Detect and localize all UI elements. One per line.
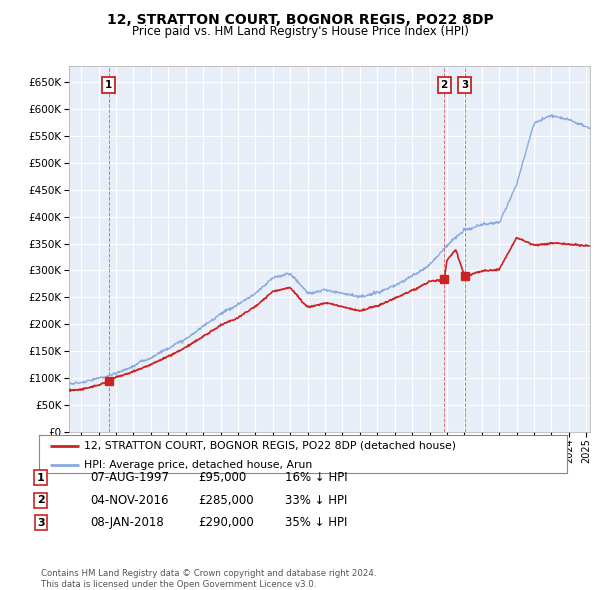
Text: 16% ↓ HPI: 16% ↓ HPI — [285, 471, 347, 484]
Text: 08-JAN-2018: 08-JAN-2018 — [90, 516, 164, 529]
Text: 3: 3 — [461, 80, 469, 90]
Text: HPI: Average price, detached house, Arun: HPI: Average price, detached house, Arun — [84, 460, 312, 470]
Text: 1: 1 — [37, 473, 44, 483]
Text: 2: 2 — [440, 80, 448, 90]
Text: 04-NOV-2016: 04-NOV-2016 — [90, 494, 169, 507]
Text: 12, STRATTON COURT, BOGNOR REGIS, PO22 8DP: 12, STRATTON COURT, BOGNOR REGIS, PO22 8… — [107, 13, 493, 27]
Text: 12, STRATTON COURT, BOGNOR REGIS, PO22 8DP (detached house): 12, STRATTON COURT, BOGNOR REGIS, PO22 8… — [84, 441, 456, 451]
Text: Price paid vs. HM Land Registry's House Price Index (HPI): Price paid vs. HM Land Registry's House … — [131, 25, 469, 38]
Text: 2: 2 — [37, 496, 44, 505]
Text: Contains HM Land Registry data © Crown copyright and database right 2024.
This d: Contains HM Land Registry data © Crown c… — [41, 569, 376, 589]
Text: £290,000: £290,000 — [198, 516, 254, 529]
Text: 35% ↓ HPI: 35% ↓ HPI — [285, 516, 347, 529]
Text: 1: 1 — [105, 80, 113, 90]
Text: 3: 3 — [37, 518, 44, 527]
Text: £95,000: £95,000 — [198, 471, 246, 484]
Text: 07-AUG-1997: 07-AUG-1997 — [90, 471, 169, 484]
Text: £285,000: £285,000 — [198, 494, 254, 507]
Text: 33% ↓ HPI: 33% ↓ HPI — [285, 494, 347, 507]
